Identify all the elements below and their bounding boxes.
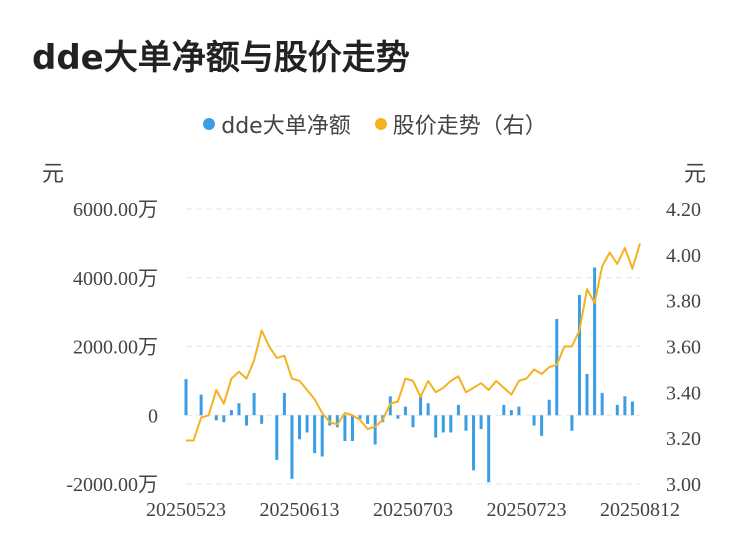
x-axis-tick-label: 20250613	[260, 499, 340, 521]
dde-bar	[350, 415, 354, 442]
left-axis-tick-label: 0	[148, 405, 158, 427]
left-axis-unit: 元	[42, 162, 65, 187]
legend: dde大单净额 股价走势（右）	[0, 108, 750, 140]
dde-bar	[615, 404, 619, 416]
dde-bar	[441, 415, 445, 433]
dde-bar	[222, 415, 226, 423]
dde-bar	[275, 415, 279, 460]
x-axis-tick-label: 20250703	[373, 499, 453, 521]
dde-bar	[403, 406, 407, 416]
dde-bar	[260, 415, 264, 424]
dde-bar	[487, 415, 491, 483]
dde-bar	[434, 415, 438, 438]
left-axis-tick-label: -2000.00万	[66, 474, 158, 496]
right-axis-tick-label: 3.80	[666, 291, 701, 313]
dde-bar	[290, 415, 294, 479]
right-axis-tick-label: 4.20	[666, 199, 701, 221]
dde-bar	[328, 415, 332, 426]
left-axis-tick-label: 2000.00万	[73, 337, 158, 359]
dde-bar	[343, 415, 347, 442]
dde-bar	[252, 392, 256, 416]
right-axis-tick-label: 3.00	[666, 474, 701, 496]
dde-bar	[214, 415, 218, 421]
dde-bar	[366, 415, 370, 424]
dde-bar	[600, 392, 604, 416]
right-axis-tick-label: 3.40	[666, 382, 701, 404]
right-axis-tick-label: 3.20	[666, 428, 701, 450]
legend-bar-label: dde大单净额	[221, 114, 351, 139]
price-line	[186, 243, 641, 442]
dde-bar	[184, 379, 188, 416]
dde-bar	[532, 415, 536, 426]
dde-bar	[245, 415, 249, 426]
dde-bar	[229, 410, 233, 416]
dde-bar	[411, 415, 415, 428]
dde-bar	[593, 267, 597, 416]
dde-bar	[517, 406, 521, 416]
dde-bar	[479, 415, 483, 429]
dde-bar	[509, 410, 513, 416]
dde-bar	[313, 415, 317, 454]
dde-bar	[502, 404, 506, 416]
legend-item-bar[interactable]: dde大单净额	[203, 108, 351, 140]
dde-bar	[282, 392, 286, 416]
dde-bar	[305, 415, 309, 433]
left-axis-tick-label: 6000.00万	[73, 199, 158, 221]
dde-bar	[577, 294, 581, 416]
dde-bar	[456, 404, 460, 416]
chart-title: dde大单净额与股价走势	[32, 38, 410, 78]
right-axis-tick-label: 4.00	[666, 245, 701, 267]
dde-bar	[373, 415, 377, 445]
legend-bar-dot	[203, 118, 216, 130]
right-axis-tick-label: 3.60	[666, 337, 701, 359]
x-axis-tick-label: 20250523	[146, 499, 226, 521]
dde-bar	[547, 399, 551, 416]
dde-bar	[298, 415, 301, 440]
dde-bar	[358, 415, 362, 419]
dde-bar	[540, 415, 544, 436]
dde-bar	[555, 319, 559, 416]
dde-bar	[335, 415, 339, 428]
dde-bar	[426, 403, 430, 416]
dde-bar	[237, 403, 241, 416]
dde-bar	[472, 415, 476, 471]
dde-bar	[419, 394, 423, 416]
dde-bar	[585, 374, 589, 416]
right-axis-unit: 元	[684, 162, 707, 187]
dde-bar	[320, 415, 324, 457]
dde-bar	[623, 396, 627, 416]
legend-line-dot	[374, 118, 387, 130]
left-axis-tick-label: 4000.00万	[73, 268, 158, 290]
x-axis-tick-label: 20250812	[600, 499, 680, 521]
dde-bar	[396, 415, 400, 419]
x-axis-tick-label: 20250723	[487, 499, 567, 521]
dde-bar	[449, 415, 453, 433]
dde-bar	[464, 415, 468, 431]
dde-bar	[199, 394, 203, 416]
legend-item-line[interactable]: 股价走势（右）	[374, 108, 547, 140]
dde-bar	[630, 401, 634, 416]
legend-line-label: 股价走势（右）	[392, 114, 547, 139]
dde-bar	[570, 415, 574, 431]
